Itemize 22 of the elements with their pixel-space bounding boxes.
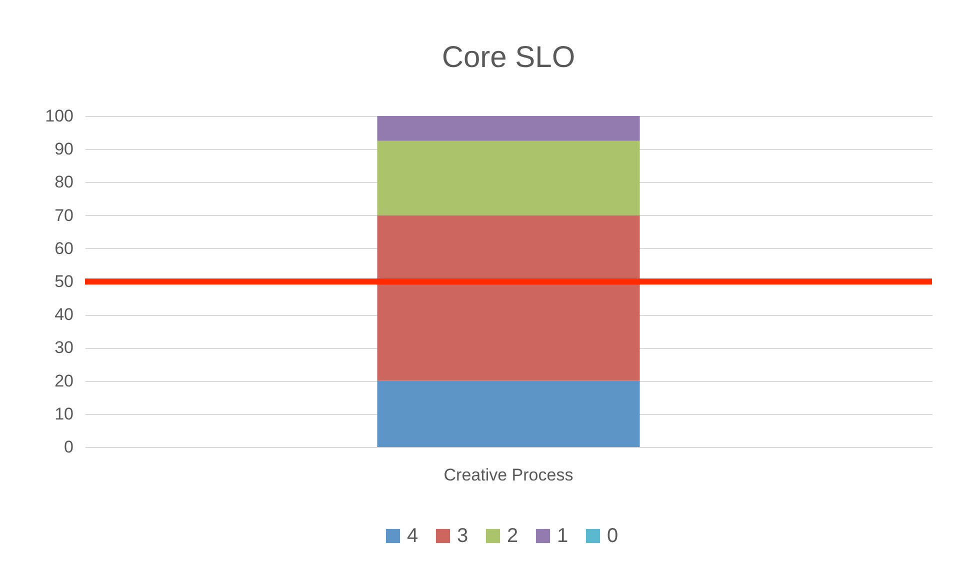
- y-tick-label: 70: [54, 206, 74, 225]
- x-tick-label: Creative Process: [444, 466, 574, 484]
- y-tick-label: 0: [64, 438, 74, 456]
- y-tick-label: 20: [54, 371, 74, 390]
- bar: [377, 140, 640, 216]
- chart-title: Core SLO: [442, 41, 576, 74]
- y-tick-label: 40: [54, 305, 74, 324]
- y-tick-label: 60: [54, 238, 74, 258]
- legend-label: 2: [507, 525, 518, 547]
- legend-label: 1: [557, 525, 568, 547]
- y-tick-label: 30: [54, 338, 74, 358]
- bar: [377, 116, 640, 141]
- bar: [377, 380, 640, 447]
- y-tick-label: 50: [54, 272, 74, 291]
- y-tick-label: 100: [45, 106, 74, 126]
- legend-label: 4: [407, 525, 418, 547]
- y-tick-label: 80: [54, 172, 74, 192]
- y-tick-label: 10: [54, 404, 74, 424]
- legend-label: 3: [457, 525, 468, 547]
- y-tick-label: 90: [54, 140, 74, 159]
- legend-label: 0: [607, 525, 618, 547]
- bar: [377, 215, 640, 381]
